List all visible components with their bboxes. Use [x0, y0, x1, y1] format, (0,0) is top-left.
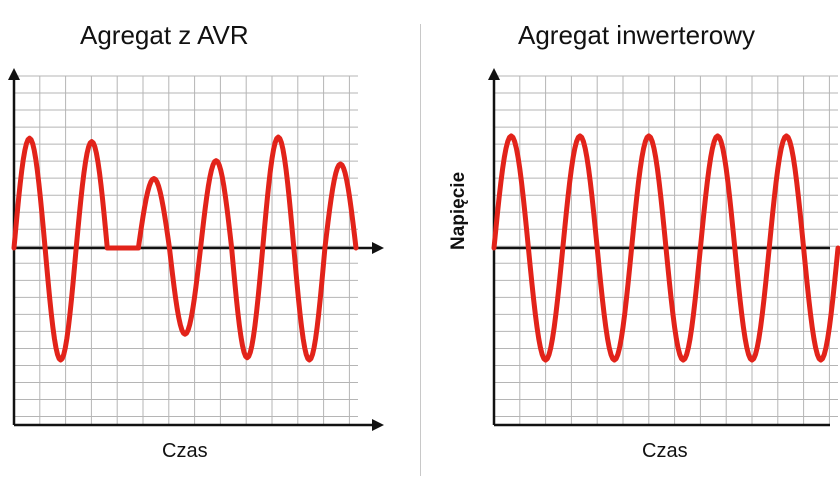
chart-title-avr: Agregat z AVR	[80, 20, 249, 50]
y-axis-arrow	[8, 68, 20, 80]
panel-divider	[420, 24, 421, 476]
x-axis-label-inverter: Czas	[642, 440, 688, 462]
waveform-avr	[11, 134, 359, 363]
y-axis-label-inverter: Napięcie	[448, 171, 469, 250]
chart-title-inverter: Agregat inwerterowy	[518, 20, 755, 50]
y-axis-arrow	[488, 68, 500, 80]
zero-line-arrow	[372, 242, 384, 254]
x-axis-arrow	[372, 419, 384, 431]
waveform-inverter	[491, 133, 840, 363]
x-axis-label-avr: Czas	[162, 440, 208, 462]
